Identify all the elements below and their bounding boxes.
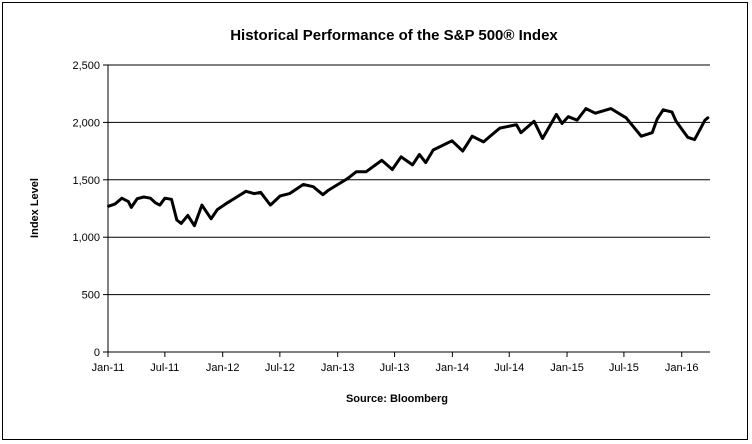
x-tick-label: Jan-12 (206, 362, 240, 374)
x-tick-label: Jul-12 (265, 362, 295, 374)
x-tick-label: Jul-15 (609, 362, 639, 374)
y-axis-label: Index Level (29, 178, 41, 238)
y-tick-label: 500 (82, 290, 100, 302)
gridlines (108, 64, 710, 296)
x-tick-label: Jan-16 (665, 362, 699, 374)
x-axis: Jan-11 Jul-11 Jan-12 Jul-12 Jan-13 Jul-13 Jan-… (92, 351, 710, 374)
x-tick-label: Jan-14 (436, 362, 470, 374)
x-axis-label: Source: Bloomberg (346, 393, 448, 405)
chart-frame (2, 2, 748, 440)
x-tick-label: Jul-11 (150, 362, 179, 374)
y-tick-label: 2,500 (72, 60, 100, 72)
x-tick-label: Jan-15 (550, 362, 584, 374)
x-tick-label: Jan-13 (321, 362, 355, 374)
y-tick-label: 1,500 (72, 175, 100, 187)
y-tick-label: 2,000 (72, 117, 100, 129)
y-tick-label: 1,000 (72, 232, 100, 244)
x-tick-label: Jan-11 (92, 362, 125, 374)
series-line (107, 107, 710, 228)
x-tick-label: Jul-13 (380, 362, 410, 374)
x-tick-label: Jul-14 (494, 362, 524, 374)
series-group (107, 107, 710, 228)
y-axis: 0 500 1,000 1,500 2,000 2,500 (72, 60, 109, 359)
y-tick-label: 0 (94, 347, 100, 359)
chart-title: Historical Performance of the S&P 500® I… (230, 27, 558, 44)
